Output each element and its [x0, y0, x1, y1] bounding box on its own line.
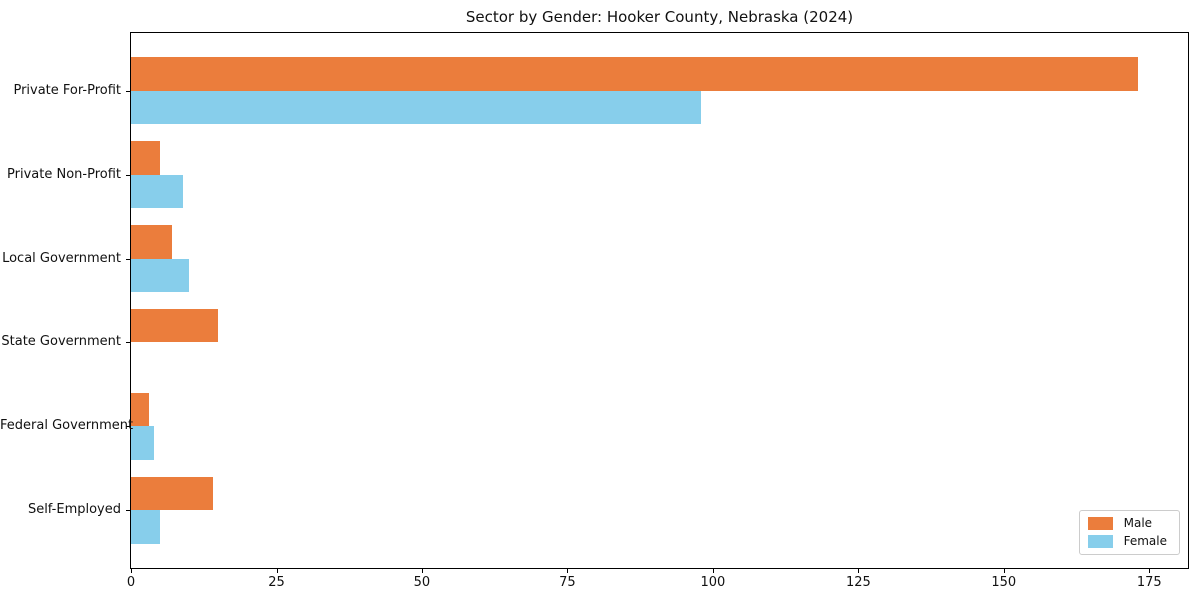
y-axis-label-2: Local Government: [2, 250, 121, 266]
bar-female-0: [131, 90, 702, 125]
x-axis-tick-label-150: 150: [991, 575, 1017, 590]
y-axis-label-5: Self-Employed: [27, 502, 121, 518]
legend-label-female: Female: [1123, 534, 1167, 548]
legend-swatch-female-icon: [1087, 535, 1113, 548]
x-axis-tick-label-25: 25: [268, 575, 285, 590]
y-tick-mark: [126, 342, 130, 344]
y-axis-label-3: State Government: [1, 334, 121, 350]
y-tick-mark: [126, 510, 130, 512]
x-axis-tick-label-75: 75: [559, 575, 576, 590]
bar-male-3: [131, 308, 219, 343]
x-axis-tick-label-100: 100: [700, 575, 726, 590]
x-tick-mark: [712, 569, 714, 573]
x-tick-mark: [131, 569, 132, 573]
bar-male-0: [131, 57, 1138, 91]
bar-male-4: [131, 392, 149, 427]
legend-swatch-male-icon: [1087, 517, 1113, 530]
bar-female-1: [131, 174, 184, 209]
bar-female-5: [131, 510, 161, 544]
y-tick-mark: [126, 90, 130, 92]
y-axis-label-4: Federal Government: [0, 418, 134, 434]
legend-label-male: Male: [1123, 516, 1153, 530]
x-axis-tick-label-125: 125: [845, 575, 871, 590]
chart-title: Sector by Gender: Hooker County, Nebrask…: [465, 8, 854, 26]
x-axis-tick-label-0: 0: [126, 575, 136, 590]
x-tick-mark: [1149, 569, 1151, 573]
bar-male-2: [131, 225, 172, 259]
x-tick-mark: [421, 569, 423, 573]
legend-item-male: Male: [1087, 516, 1167, 530]
y-axis-label-0: Private For-Profit: [13, 82, 121, 98]
bar-female-4: [131, 426, 155, 460]
y-tick-mark: [126, 426, 130, 428]
x-tick-mark: [858, 569, 860, 573]
x-tick-mark: [1003, 569, 1005, 573]
x-tick-mark: [567, 569, 569, 573]
bar-male-5: [131, 476, 213, 511]
legend: Male Female: [1078, 510, 1180, 555]
bar-male-1: [131, 141, 161, 175]
x-tick-mark: [276, 569, 278, 573]
x-axis-tick-label-50: 50: [413, 575, 431, 590]
y-tick-mark: [126, 258, 130, 260]
x-axis-tick-label-175: 175: [1136, 575, 1162, 590]
plot-area: Male Female: [130, 32, 1189, 569]
y-tick-mark: [126, 174, 130, 176]
bar-female-2: [131, 258, 190, 293]
legend-item-female: Female: [1087, 534, 1167, 548]
y-axis-label-1: Private Non-Profit: [7, 166, 121, 182]
